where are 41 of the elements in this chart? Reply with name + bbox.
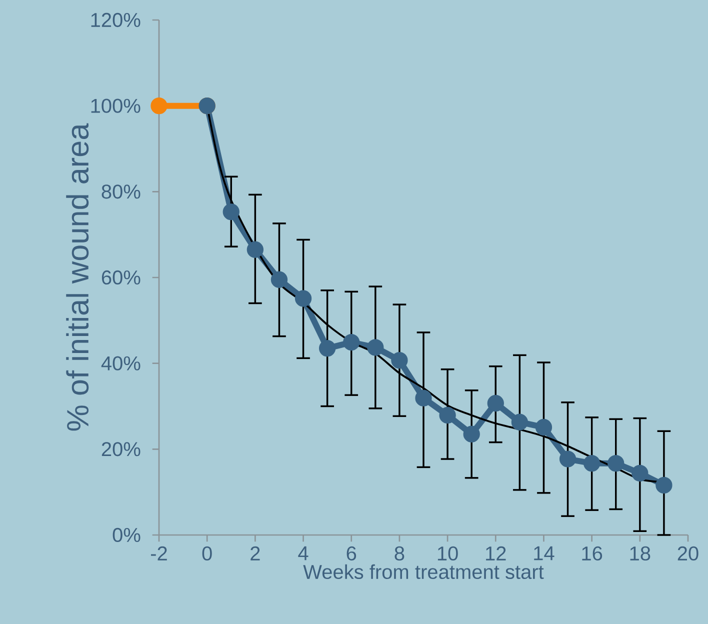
point — [367, 339, 384, 356]
point — [270, 271, 288, 288]
y-tick-label: 60% — [102, 270, 140, 285]
point — [559, 450, 576, 468]
y-tick-label: 100% — [91, 98, 140, 113]
x-tick-label: 18 — [630, 546, 650, 561]
point — [246, 241, 264, 258]
point — [439, 406, 456, 424]
x-tick-label: 6 — [346, 546, 356, 561]
point — [318, 340, 336, 357]
y-tick-label: 20% — [102, 442, 140, 456]
x-tick-label: 20 — [678, 546, 698, 561]
point — [632, 464, 648, 482]
x-tick-label: 14 — [534, 546, 554, 560]
y-axis-title: % of initial wound area — [66, 123, 89, 431]
x-tick-label: 0 — [202, 546, 212, 561]
point — [583, 454, 600, 472]
point — [391, 352, 408, 369]
x-tick-label: 12 — [486, 546, 506, 560]
x-tick-label: 16 — [582, 546, 602, 561]
x-tick-label: 8 — [394, 546, 404, 561]
x-tick-label: 2 — [250, 546, 260, 560]
point — [415, 390, 432, 406]
x-axis-title: Weeks from treatment start — [303, 564, 544, 580]
x-tick-label: -2 — [150, 546, 167, 560]
point — [487, 394, 504, 412]
point — [511, 414, 528, 430]
point — [608, 454, 624, 472]
y-tick-label: 40% — [101, 356, 140, 370]
x-tick-label: 4 — [298, 546, 308, 560]
point — [343, 334, 360, 351]
y-tick-label: 120% — [91, 12, 140, 28]
point — [535, 418, 552, 436]
x-tick-label: 10 — [438, 546, 458, 561]
point — [463, 426, 480, 442]
y-tick-label: 80% — [102, 184, 140, 199]
y-tick-label: 0% — [112, 528, 140, 542]
point — [656, 476, 672, 494]
point — [150, 97, 168, 114]
point — [222, 203, 240, 220]
point — [294, 290, 312, 307]
